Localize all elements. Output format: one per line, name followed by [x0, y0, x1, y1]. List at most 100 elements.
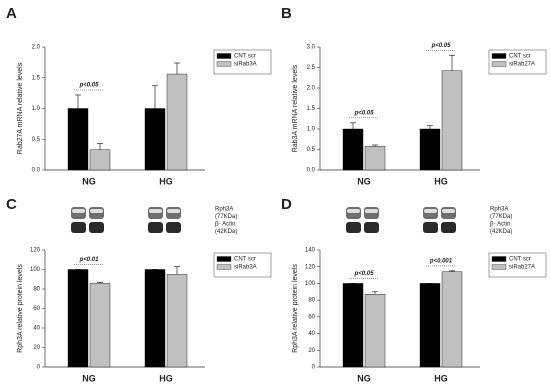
y-axis-label: Rph3A relative protein levels [292, 264, 299, 353]
error-bar [449, 270, 455, 272]
blot-label: (77KDa) [490, 214, 512, 220]
blot-band [149, 209, 162, 213]
y-tick-label: 2.0 [307, 86, 316, 92]
bar [67, 269, 89, 368]
bar [342, 283, 364, 368]
y-tick-label: 120 [305, 264, 316, 270]
legend-swatch [491, 61, 507, 67]
legend-label: siRab27A [509, 62, 535, 68]
y-tick-label: 80 [33, 287, 40, 293]
error-bar [372, 291, 378, 295]
x-tick-label: HG [159, 176, 173, 186]
blot-label: β- Actin [215, 222, 235, 228]
y-tick-label: 0 [37, 365, 41, 371]
legend-swatch [216, 264, 232, 270]
p-value: p<0.05 [431, 43, 452, 49]
y-tick-label: 0.5 [32, 137, 41, 143]
blot-band [166, 222, 181, 233]
legend-swatch [216, 53, 232, 59]
x-tick-label: NG [357, 176, 371, 186]
bar [441, 271, 463, 368]
blot-band [442, 209, 455, 213]
y-tick-label: 20 [308, 348, 315, 354]
y-axis-label: Rab3A mRNA relative levels [292, 64, 299, 152]
blot-band [346, 222, 361, 233]
y-tick-label: 1.0 [32, 106, 41, 112]
legend-label: CNT scr [234, 257, 256, 263]
blot-label: Rph3A [215, 207, 233, 213]
x-tick-label: HG [434, 176, 448, 186]
y-tick-label: 60 [308, 314, 315, 320]
blot-label: (42KDa) [490, 229, 512, 235]
bar [419, 283, 441, 368]
error-bar [75, 94, 81, 109]
y-axis-label: Rab27A mRNA relative levels [17, 62, 24, 154]
panel-letter: B [281, 5, 292, 22]
y-tick-label: 2.0 [32, 45, 41, 51]
error-bar [449, 54, 455, 71]
y-tick-label: 3.0 [307, 45, 316, 51]
x-tick-label: HG [434, 373, 448, 383]
y-tick-label: 40 [33, 326, 40, 332]
panel-letter: D [281, 196, 292, 213]
legend-label: CNT scr [234, 54, 256, 60]
bar [144, 108, 166, 171]
y-tick-label: 120 [30, 248, 41, 254]
error-bar [372, 144, 378, 147]
legend-swatch [491, 256, 507, 262]
error-bar [174, 62, 180, 75]
y-tick-label: 1.5 [32, 75, 41, 81]
legend-label: siRab3A [234, 62, 257, 68]
legend-swatch [216, 256, 232, 262]
bar [342, 128, 364, 171]
blot-band [71, 222, 86, 233]
y-tick-label: 0.0 [307, 168, 316, 174]
y-tick-label: 0.0 [32, 168, 41, 174]
bar [89, 149, 111, 171]
error-bar [97, 143, 103, 150]
blot-band [72, 209, 85, 213]
panel-letter: C [6, 196, 17, 213]
bar [419, 128, 441, 171]
blot-band [424, 209, 437, 213]
y-tick-label: 0 [312, 365, 316, 371]
y-tick-label: 60 [33, 306, 40, 312]
legend-label: CNT scr [509, 54, 531, 60]
y-tick-label: 100 [30, 267, 41, 273]
p-value: p<0.001 [429, 258, 453, 264]
blot-band [365, 209, 378, 213]
x-tick-label: NG [357, 373, 371, 383]
blot-band [148, 222, 163, 233]
error-bar [174, 266, 180, 275]
bar [166, 73, 188, 171]
y-tick-label: 0.5 [307, 147, 316, 153]
blot-label: Rph3A [490, 207, 508, 213]
legend-label: CNT scr [509, 257, 531, 263]
blot-label: β- Actin [490, 222, 510, 228]
legend-swatch [491, 53, 507, 59]
p-value: p<0.01 [79, 257, 100, 263]
p-value: p<0.05 [354, 110, 375, 116]
blot-band [90, 209, 103, 213]
bar [166, 274, 188, 368]
x-tick-label: NG [82, 373, 96, 383]
error-bar [350, 122, 356, 129]
error-bar [152, 85, 158, 109]
p-value: p<0.05 [354, 271, 375, 277]
y-tick-label: 20 [33, 345, 40, 351]
blot-band [89, 222, 104, 233]
error-bar [97, 281, 103, 284]
blot-band [167, 209, 180, 213]
bar [441, 70, 463, 171]
blot-band [441, 222, 456, 233]
y-tick-label: 40 [308, 331, 315, 337]
y-tick-label: 2.5 [307, 65, 316, 71]
bar [364, 294, 386, 368]
y-tick-label: 80 [308, 298, 315, 304]
blot-label: (42KDa) [215, 229, 237, 235]
blot-band [347, 209, 360, 213]
bar [67, 108, 89, 171]
x-tick-label: HG [159, 373, 173, 383]
legend-label: siRab27A [509, 265, 535, 271]
